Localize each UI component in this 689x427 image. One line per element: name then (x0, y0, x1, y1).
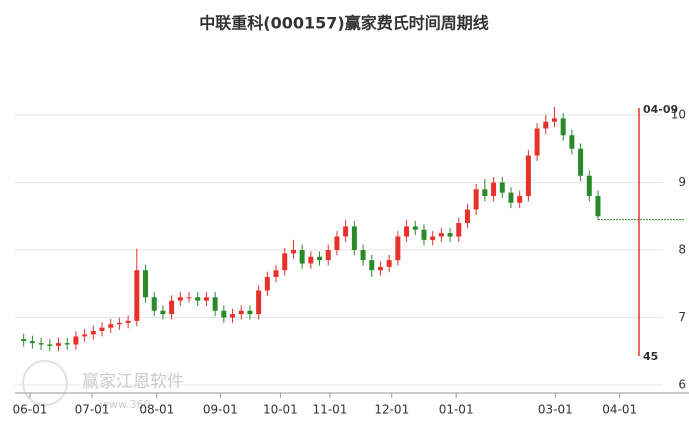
candle-body (116, 322, 122, 325)
chart-title: 中联重科(000157)赢家费氏时间周期线 (199, 14, 488, 33)
candle-body (47, 344, 53, 346)
candle-body (317, 256, 323, 261)
candle-body (203, 297, 209, 301)
candle-body (29, 341, 35, 344)
candle-body (177, 297, 183, 301)
candle-body (438, 233, 444, 237)
candle-body (560, 118, 566, 136)
candle-body (386, 260, 392, 267)
candle-body (108, 324, 114, 328)
candle-body (21, 339, 27, 342)
candle-body (38, 343, 44, 345)
candle-body (325, 250, 331, 261)
cycle-count: 45 (643, 350, 658, 363)
y-tick-label: 8 (678, 243, 686, 257)
candle-body (508, 192, 514, 203)
candle-body (517, 196, 523, 203)
candle-body (595, 196, 601, 217)
candle-body (134, 270, 140, 321)
candle-body (578, 148, 584, 176)
y-tick-label: 9 (678, 175, 686, 189)
candle-body (447, 233, 453, 237)
candle-body (169, 300, 175, 315)
y-tick-label: 6 (678, 378, 686, 392)
y-tick-label: 7 (678, 310, 686, 324)
cycle-date: 04-09 (643, 103, 678, 116)
candle-body (56, 343, 62, 346)
candle-body (482, 189, 488, 196)
candle-body (221, 310, 227, 318)
y-tick-label: 10 (671, 108, 686, 122)
watermark-text: 赢家江恩软件 (82, 372, 184, 392)
candle-body (99, 327, 105, 331)
candle-body (377, 266, 383, 271)
candle-body (551, 118, 557, 122)
cycle-marker: 04-09 45 (638, 103, 678, 363)
candle-body (360, 250, 366, 261)
candle-body (273, 270, 279, 277)
x-tick-label: 06-01 (13, 403, 48, 417)
candle-body (212, 297, 218, 311)
candle-body (90, 331, 96, 335)
candle-body (73, 336, 79, 345)
x-tick-label: 11-01 (313, 403, 348, 417)
x-tick-label: 08-01 (139, 403, 174, 417)
candle-body (569, 135, 575, 149)
candle-body (143, 270, 149, 298)
candle-body (491, 182, 497, 196)
candle-body (586, 175, 592, 196)
candle-body (525, 155, 531, 196)
candle-body (64, 343, 70, 345)
candle-body (473, 189, 479, 210)
candle-body (256, 290, 262, 315)
x-tick-label: 01-01 (439, 403, 474, 417)
candle-body (343, 226, 349, 237)
watermark-logo (22, 360, 68, 406)
candle-body (230, 314, 236, 318)
x-tick-label: 09-01 (203, 403, 238, 417)
candle-body (334, 236, 340, 250)
candle-body (499, 182, 505, 193)
candle-body (195, 297, 201, 301)
candle-body (151, 297, 157, 311)
candle-body (290, 250, 296, 254)
candle-body (404, 226, 410, 237)
candle-body (282, 253, 288, 271)
candle-body (369, 260, 375, 271)
candle-body (412, 226, 418, 230)
x-tick-label: 03-01 (538, 403, 573, 417)
watermark: 赢家江恩软件 www.360 (22, 360, 184, 411)
candle-body (430, 236, 436, 240)
candle-body (160, 310, 166, 315)
candle-body (247, 310, 253, 315)
candle-body (308, 256, 314, 264)
candle-body (456, 223, 462, 237)
x-tick-label: 12-01 (374, 403, 409, 417)
candle-body (125, 320, 131, 323)
candle-body (351, 226, 357, 250)
candle-body (238, 310, 244, 315)
x-tick-label: 04-01 (602, 403, 637, 417)
candle-body (186, 297, 192, 299)
candle-body (395, 236, 401, 261)
candle-body (464, 209, 470, 223)
candle-body (82, 334, 88, 337)
candle-body (543, 121, 549, 129)
watermark-url: www.360 (100, 398, 150, 411)
candle-body (534, 128, 540, 156)
x-tick-label: 10-01 (263, 403, 298, 417)
candle-body (299, 250, 305, 264)
candle-body (264, 277, 270, 291)
candle-body (421, 229, 427, 240)
x-tick-label: 07-01 (75, 403, 110, 417)
